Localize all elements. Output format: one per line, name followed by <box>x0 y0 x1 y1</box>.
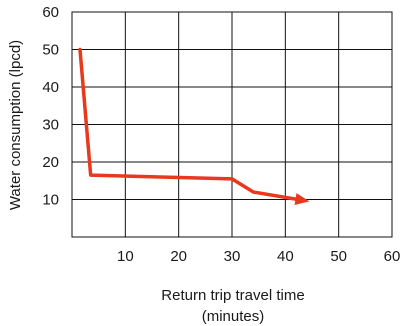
x-tick-label: 50 <box>330 248 347 265</box>
y-tick-label: 10 <box>42 192 59 209</box>
y-tick-label: 60 <box>42 4 59 21</box>
tick-labels: 10 20 30 40 50 60 10 20 30 40 50 60 <box>42 4 400 265</box>
y-tick-label: 50 <box>42 42 59 59</box>
series-layer <box>78 47 310 205</box>
y-tick-label: 30 <box>42 117 59 134</box>
x-tick-label: 20 <box>170 248 187 265</box>
y-tick-label: 20 <box>42 154 59 171</box>
arrowhead <box>294 193 310 205</box>
x-tick-label: 40 <box>277 248 294 265</box>
x-tick-label: 10 <box>117 248 134 265</box>
y-axis-title: Water consumption (lpcd) <box>7 40 24 210</box>
x-axis-title-line2: (minutes) <box>202 308 265 325</box>
x-axis-title-line1: Return trip travel time <box>161 287 304 304</box>
x-tick-label: 60 <box>384 248 401 265</box>
y-tick-label: 40 <box>42 79 59 96</box>
x-tick-label: 30 <box>224 248 241 265</box>
grid <box>71 11 393 238</box>
